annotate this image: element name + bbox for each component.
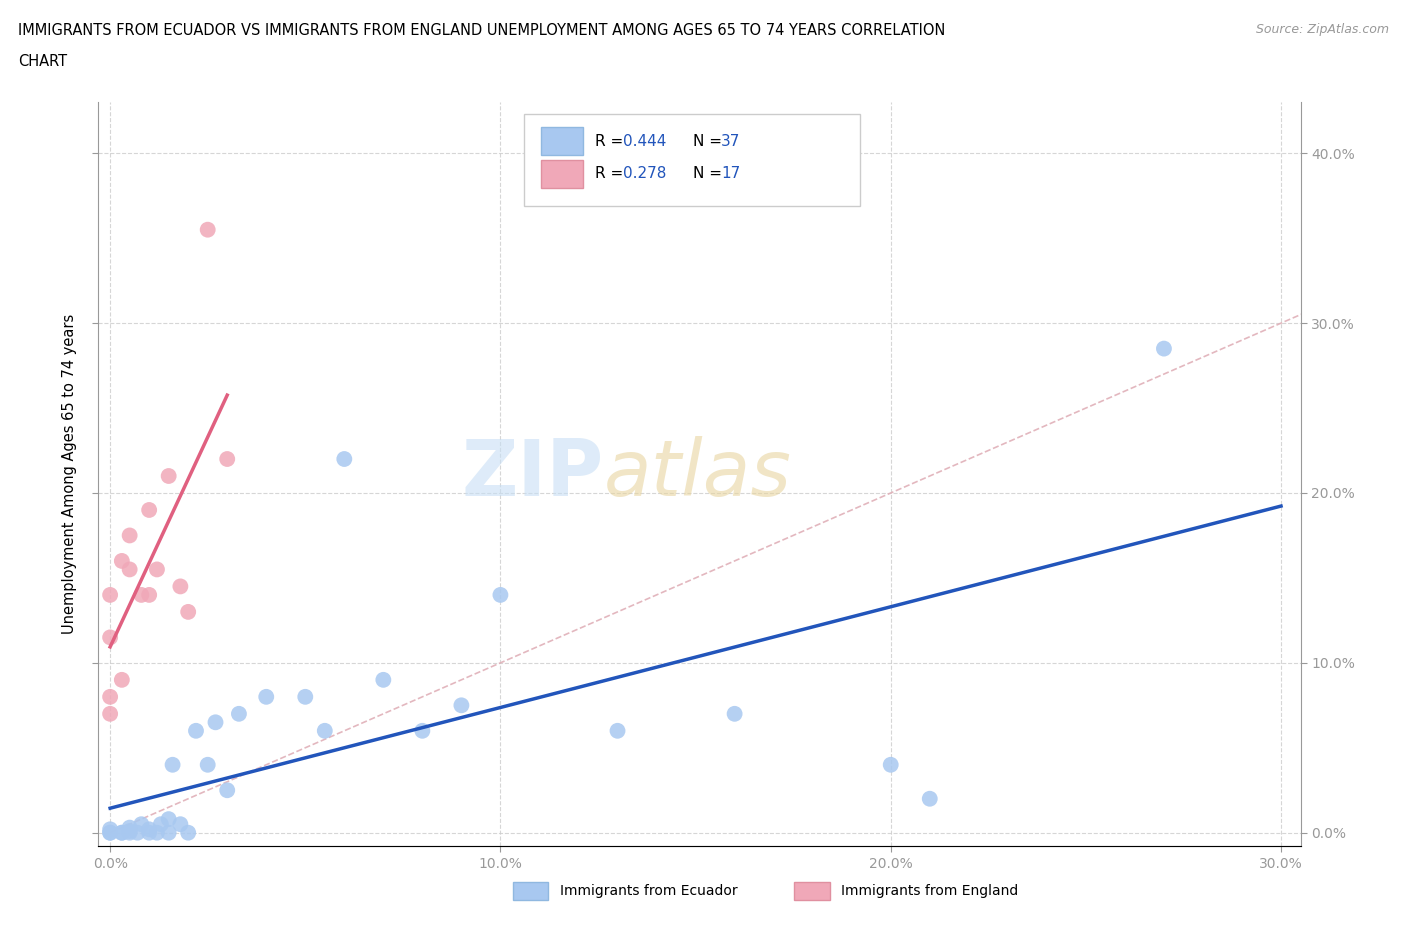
Point [111,825,134,840]
Text: N =: N = [693,166,727,181]
Point [411,724,433,738]
Point [217,783,239,798]
Point [138,588,160,603]
Point [111,825,134,840]
Point [118,824,141,839]
Point [146,825,169,840]
Point [169,579,191,594]
Text: 37: 37 [721,134,741,149]
Text: atlas: atlas [603,436,792,512]
Point [197,757,219,772]
Point [373,672,395,687]
Point [177,825,200,840]
Point [314,724,336,738]
Point [127,825,149,840]
Point [111,553,134,568]
Point [138,502,160,517]
Point [146,562,169,577]
Point [228,707,250,722]
Point [98,822,121,837]
Text: Immigrants from Ecuador: Immigrants from Ecuador [560,884,737,898]
Point [918,791,941,806]
Point [197,222,219,237]
Point [880,757,903,772]
Point [157,812,180,827]
Point [157,469,180,484]
Point [606,724,628,738]
Point [98,825,121,840]
Point [450,698,472,712]
Point [254,689,277,704]
Point [294,689,316,704]
Point [111,672,134,687]
Point [131,817,153,831]
Point [333,452,356,467]
Point [489,588,512,603]
Point [131,588,153,603]
Text: IMMIGRANTS FROM ECUADOR VS IMMIGRANTS FROM ENGLAND UNEMPLOYMENT AMONG AGES 65 TO: IMMIGRANTS FROM ECUADOR VS IMMIGRANTS FR… [18,23,946,38]
Text: 0.278: 0.278 [623,166,666,181]
Text: 17: 17 [721,166,741,181]
Text: N =: N = [693,134,727,149]
Point [149,817,172,831]
Point [162,757,184,772]
Text: Immigrants from England: Immigrants from England [841,884,1018,898]
Point [98,588,121,603]
Point [98,630,121,644]
Point [98,707,121,722]
Point [723,707,745,722]
Text: R =: R = [595,134,628,149]
Text: R =: R = [595,166,628,181]
Point [1153,341,1175,356]
Point [177,604,200,619]
Y-axis label: Unemployment Among Ages 65 to 74 years: Unemployment Among Ages 65 to 74 years [62,314,77,634]
Point [138,825,160,840]
Point [118,562,141,577]
Text: Source: ZipAtlas.com: Source: ZipAtlas.com [1256,23,1389,36]
Text: ZIP: ZIP [461,436,603,512]
Point [217,452,239,467]
Point [184,724,207,738]
Text: CHART: CHART [18,54,67,69]
Point [118,825,141,840]
Point [118,528,141,543]
Point [98,689,121,704]
Point [138,822,160,837]
Point [204,715,226,730]
Point [157,825,180,840]
Point [118,820,141,835]
Point [98,825,121,840]
Point [169,817,191,831]
Text: 0.444: 0.444 [623,134,666,149]
